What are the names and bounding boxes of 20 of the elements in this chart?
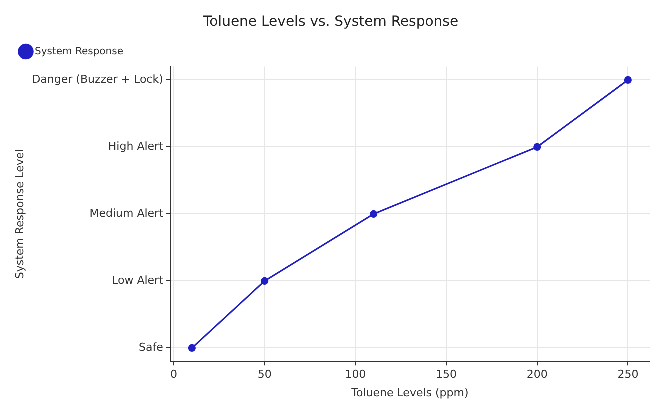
x-tick-label: 200 xyxy=(526,368,548,382)
y-tick-label: Low Alert xyxy=(112,274,164,288)
x-tick-label: 100 xyxy=(345,368,366,382)
point xyxy=(261,277,269,285)
y-tick-label: Safe xyxy=(139,341,164,354)
x-tick-label: 50 xyxy=(258,368,272,382)
x-tick-label: 250 xyxy=(618,368,639,382)
y-tick-label: Medium Alert xyxy=(90,207,164,220)
point xyxy=(370,210,378,218)
y-tick-label: Danger (Buzzer + Lock) xyxy=(32,73,164,86)
point xyxy=(624,76,632,84)
x-axis-title: Toluene Levels (ppm) xyxy=(350,386,469,400)
y-tick-label: High Alert xyxy=(108,140,164,154)
point xyxy=(188,344,196,352)
x-tick-label: 150 xyxy=(436,368,458,382)
y-axis-title: System Response Level xyxy=(13,149,26,280)
x-tick-label: 0 xyxy=(170,368,178,382)
legend-label: System Response xyxy=(35,46,124,58)
point xyxy=(534,143,542,151)
chart-title: Toluene Levels vs. System Response xyxy=(202,14,459,30)
